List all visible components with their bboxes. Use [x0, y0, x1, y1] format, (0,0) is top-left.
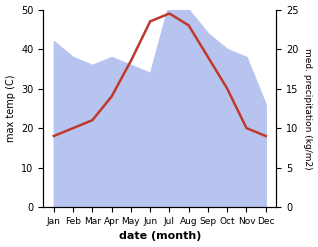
Y-axis label: max temp (C): max temp (C): [5, 75, 16, 142]
X-axis label: date (month): date (month): [119, 231, 201, 242]
Y-axis label: med. precipitation (kg/m2): med. precipitation (kg/m2): [303, 48, 313, 169]
